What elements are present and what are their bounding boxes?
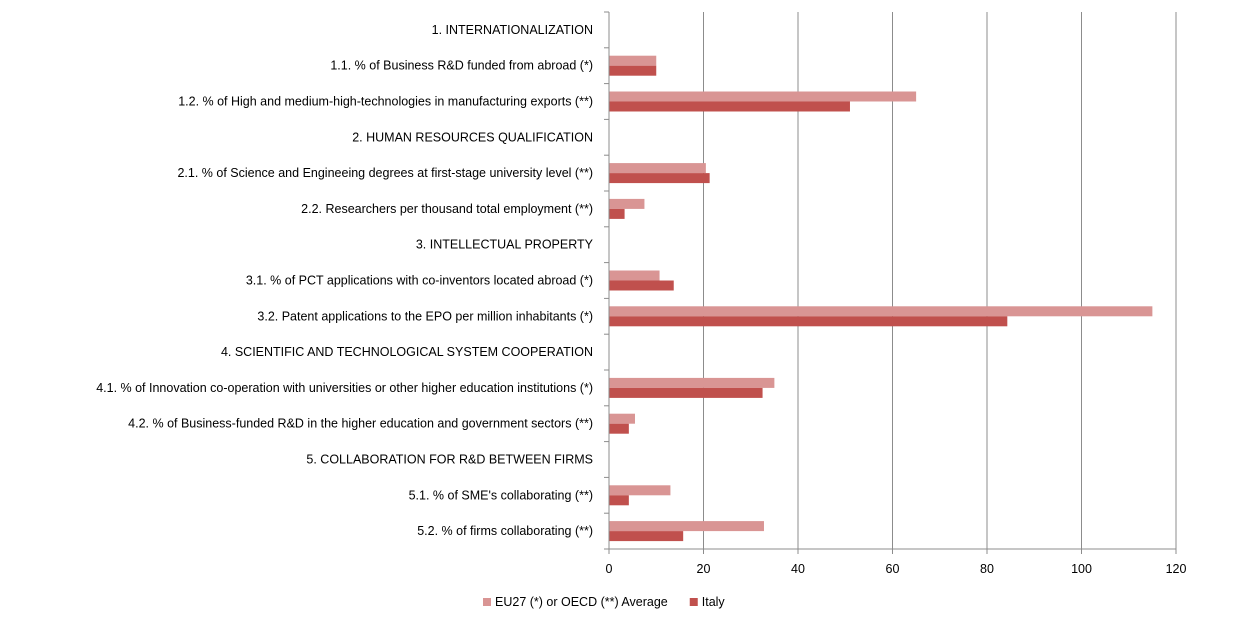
category-label: 4. SCIENTIFIC AND TECHNOLOGICAL SYSTEM C…	[221, 345, 593, 359]
bar-italy	[609, 387, 763, 398]
bar-italy	[609, 173, 710, 184]
category-label: 1. INTERNATIONALIZATION	[432, 23, 593, 37]
x-tick-label: 80	[980, 562, 994, 576]
category-labels: 1. INTERNATIONALIZATION 1.1. % of Busines…	[96, 23, 593, 538]
legend-swatch	[483, 598, 491, 606]
bar-average	[609, 55, 657, 66]
x-tick-label: 120	[1166, 562, 1187, 576]
category-label: 3.2. Patent applications to the EPO per …	[257, 309, 593, 323]
category-label: 2.2. Researchers per thousand total empl…	[301, 202, 593, 216]
category-label: 1.2. % of High and medium-high-technolog…	[178, 95, 593, 109]
bar-average	[609, 270, 660, 281]
bar-italy	[609, 316, 1008, 327]
legend: EU27 (*) or OECD (**) Average Italy	[483, 595, 725, 609]
bar-italy	[609, 101, 850, 112]
bar-average	[609, 521, 764, 532]
bar-italy	[609, 280, 674, 291]
bar-italy	[609, 65, 657, 76]
category-label: 1.1. % of Business R&D funded from abroa…	[330, 59, 593, 73]
bar-italy	[609, 208, 625, 219]
category-label: 5. COLLABORATION FOR R&D BETWEEN FIRMS	[306, 453, 593, 467]
bars	[609, 55, 1153, 542]
x-tick-label: 20	[697, 562, 711, 576]
bar-italy	[609, 495, 629, 506]
bar-average	[609, 198, 645, 209]
category-label: 4.2. % of Business-funded R&D in the hig…	[128, 417, 593, 431]
bar-average	[609, 163, 706, 174]
bar-average	[609, 306, 1153, 317]
category-label: 2.1. % of Science and Engineeing degrees…	[177, 166, 593, 180]
x-tick-label: 100	[1071, 562, 1092, 576]
bar-italy	[609, 531, 684, 542]
bar-italy	[609, 423, 629, 434]
legend-swatch	[689, 598, 698, 606]
category-label: 3. INTELLECTUAL PROPERTY	[416, 238, 594, 252]
bar-average	[609, 377, 775, 388]
x-tick-label: 60	[886, 562, 900, 576]
x-tick-label: 40	[791, 562, 805, 576]
category-label: 5.2. % of firms collaborating (**)	[417, 524, 593, 538]
legend-label: Italy	[702, 595, 726, 609]
category-label: 3.1. % of PCT applications with co-inven…	[246, 274, 593, 288]
x-tick-label: 0	[606, 562, 613, 576]
category-label: 4.1. % of Innovation co-operation with u…	[96, 381, 593, 395]
bar-average	[609, 91, 917, 102]
legend-label: EU27 (*) or OECD (**) Average	[495, 595, 668, 609]
category-label: 2. HUMAN RESOURCES QUALIFICATION	[352, 130, 593, 144]
x-axis: 0 20 40 60 80 100 120	[604, 11, 1187, 576]
bar-average	[609, 413, 635, 424]
category-label: 5.1. % of SME's collaborating (**)	[409, 488, 593, 502]
bar-average	[609, 485, 671, 496]
